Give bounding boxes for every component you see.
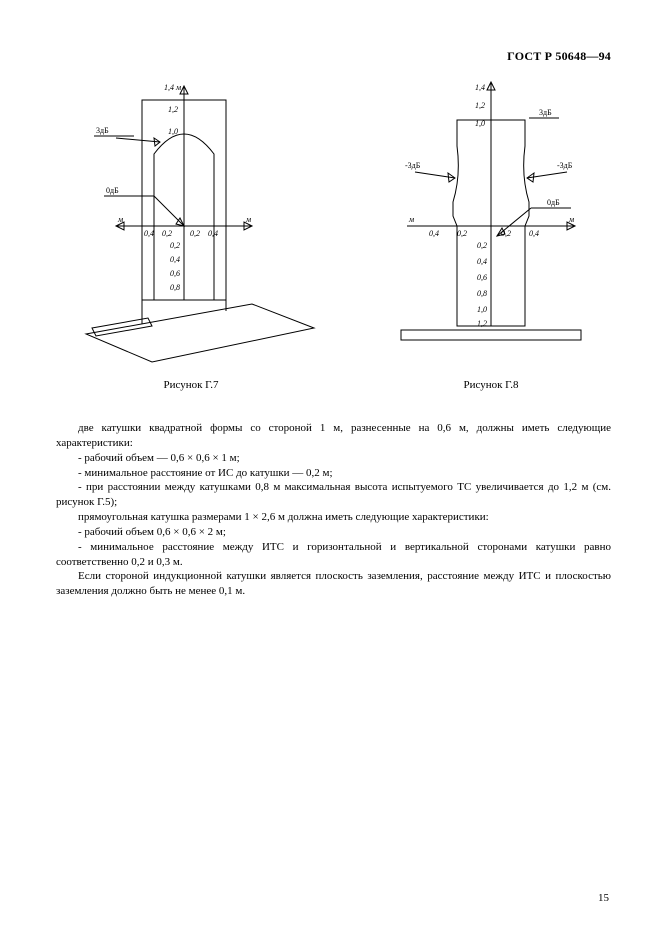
para-2: прямоугольная катушка размерами 1 × 2,6 … <box>56 510 611 525</box>
body-text: две катушки квадратной формы со стороной… <box>56 421 611 599</box>
svg-text:1,2: 1,2 <box>168 105 178 114</box>
bullet-2: - минимальное расстояние от ИС до катушк… <box>56 466 611 481</box>
figure-g8-caption: Рисунок Г.8 <box>463 378 518 393</box>
bullet-4: - рабочий объем 0,6 × 0,6 × 2 м; <box>56 525 611 540</box>
bullet-1: - рабочий объем — 0,6 × 0,6 × 1 м; <box>56 451 611 466</box>
figure-g7: 3дБ 0дБ 1,4 м 1,2 1,0 м м <box>56 76 326 393</box>
svg-text:1,0: 1,0 <box>168 127 178 136</box>
svg-text:0,4: 0,4 <box>208 229 218 238</box>
svg-text:0,4: 0,4 <box>529 229 539 238</box>
label-3db-r: 3дБ <box>539 108 552 117</box>
label-0db-r: 0дБ <box>547 198 560 207</box>
svg-text:1,0: 1,0 <box>477 305 487 314</box>
figure-g7-svg: 3дБ 0дБ 1,4 м 1,2 1,0 м м <box>56 76 326 366</box>
svg-text:0,6: 0,6 <box>477 273 487 282</box>
doc-header: ГОСТ Р 50648—94 <box>56 48 611 64</box>
svg-text:0,8: 0,8 <box>170 283 180 292</box>
svg-text:1,2: 1,2 <box>477 319 487 328</box>
svg-text:0,4: 0,4 <box>144 229 154 238</box>
svg-text:0,2: 0,2 <box>162 229 172 238</box>
para-1: две катушки квадратной формы со стороной… <box>56 421 611 451</box>
svg-text:м: м <box>117 215 123 224</box>
svg-text:0,8: 0,8 <box>477 289 487 298</box>
svg-text:0,2: 0,2 <box>477 241 487 250</box>
figure-row: 3дБ 0дБ 1,4 м 1,2 1,0 м м <box>56 76 611 393</box>
label-m3db-r: -3дБ <box>557 161 573 170</box>
document-page: ГОСТ Р 50648—94 <box>0 0 661 936</box>
xunit-l: м <box>408 215 414 224</box>
ytop-left: 1,4 м <box>164 83 181 92</box>
bullet-5: - минимальное расстояние между ИТС и гор… <box>56 540 611 570</box>
svg-text:0,2: 0,2 <box>190 229 200 238</box>
ytop-right: 1,4 <box>475 83 485 92</box>
svg-text:0,2: 0,2 <box>457 229 467 238</box>
bullet-3: - при расстоянии между катушками 0,8 м м… <box>56 480 611 510</box>
figure-g8: 1,4 1,2 1,0 3дБ -3дБ -3дБ 0дБ <box>371 76 611 393</box>
svg-text:м: м <box>245 215 251 224</box>
svg-text:0,4: 0,4 <box>170 255 180 264</box>
svg-text:0,4: 0,4 <box>429 229 439 238</box>
figure-g8-svg: 1,4 1,2 1,0 3дБ -3дБ -3дБ 0дБ <box>371 76 611 366</box>
svg-text:0,2: 0,2 <box>170 241 180 250</box>
svg-text:1,2: 1,2 <box>475 101 485 110</box>
page-number: 15 <box>598 891 609 906</box>
xunit-r: м <box>568 215 574 224</box>
label-0db-left: 0дБ <box>106 186 119 195</box>
svg-text:0,2: 0,2 <box>501 229 511 238</box>
label-3db-left: 3дБ <box>96 126 109 135</box>
para-3: Если стороной индукционной катушки являе… <box>56 569 611 599</box>
svg-text:0,4: 0,4 <box>477 257 487 266</box>
figure-g7-caption: Рисунок Г.7 <box>163 378 218 393</box>
label-m3db-l: -3дБ <box>405 161 421 170</box>
svg-text:0,6: 0,6 <box>170 269 180 278</box>
